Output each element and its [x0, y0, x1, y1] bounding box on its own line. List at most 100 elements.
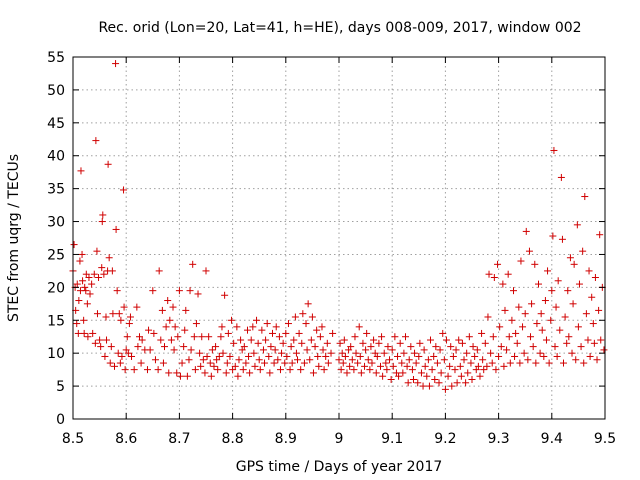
data-point — [134, 343, 142, 351]
data-point — [288, 359, 296, 367]
data-point — [240, 343, 248, 351]
data-point — [400, 349, 408, 357]
data-point — [205, 333, 213, 341]
data-point — [484, 313, 492, 321]
x-tick-label: 8.5 — [62, 431, 84, 447]
data-point — [294, 356, 302, 364]
data-point — [167, 336, 175, 344]
data-point — [282, 329, 290, 337]
data-point — [556, 326, 564, 334]
data-point — [506, 359, 514, 367]
data-point — [378, 333, 386, 341]
data-point — [469, 343, 477, 351]
data-point — [414, 379, 422, 387]
data-point — [465, 333, 473, 341]
data-point — [398, 359, 406, 367]
data-point — [553, 352, 561, 360]
data-point — [161, 343, 169, 351]
data-point — [113, 287, 121, 295]
data-point — [424, 356, 432, 364]
data-point — [435, 379, 443, 387]
data-point — [101, 352, 109, 360]
data-point — [473, 346, 481, 354]
data-point — [548, 287, 556, 295]
y-tick-label: 45 — [47, 116, 65, 132]
grid-lines — [73, 57, 605, 419]
x-tick-label: 9.4 — [541, 431, 563, 447]
data-points — [69, 60, 608, 393]
data-point — [110, 362, 118, 370]
data-point — [108, 267, 116, 275]
data-point — [185, 356, 193, 364]
data-point — [533, 320, 541, 328]
data-point — [500, 362, 508, 370]
data-point — [189, 260, 197, 268]
data-point — [521, 310, 529, 318]
data-point — [300, 359, 308, 367]
data-point — [442, 336, 450, 344]
data-point — [481, 339, 489, 347]
data-point — [329, 329, 337, 337]
data-point — [540, 352, 548, 360]
data-point — [226, 352, 234, 360]
data-point — [319, 346, 327, 354]
data-point — [447, 343, 455, 351]
data-point — [471, 352, 479, 360]
data-point — [544, 267, 552, 275]
data-point — [143, 366, 151, 374]
data-point — [279, 339, 287, 347]
data-point — [582, 310, 590, 318]
data-point — [416, 339, 424, 347]
data-point — [256, 366, 264, 374]
data-point — [254, 339, 262, 347]
data-point — [262, 336, 270, 344]
data-point — [299, 310, 307, 318]
data-point — [283, 352, 291, 360]
data-point — [372, 369, 380, 377]
y-tick-label: 5 — [56, 379, 65, 395]
data-point — [274, 356, 282, 364]
data-point — [388, 346, 396, 354]
data-point — [259, 346, 267, 354]
data-point — [574, 323, 582, 331]
data-point — [233, 323, 241, 331]
data-point — [116, 359, 124, 367]
y-tick-label: 35 — [47, 182, 65, 198]
data-point — [96, 336, 104, 344]
data-point — [338, 349, 346, 357]
data-point — [433, 359, 441, 367]
data-point — [488, 359, 496, 367]
data-point — [449, 352, 457, 360]
data-point — [423, 372, 431, 380]
data-point — [346, 362, 354, 370]
data-point — [123, 333, 131, 341]
data-point — [73, 320, 81, 328]
data-point — [255, 356, 263, 364]
data-point — [516, 359, 524, 367]
data-point — [102, 313, 110, 321]
data-point — [455, 336, 463, 344]
data-point — [186, 287, 194, 295]
data-point — [361, 362, 369, 370]
data-point — [89, 329, 97, 337]
data-point — [525, 247, 533, 255]
data-point — [80, 316, 88, 324]
chart-title: Rec. orid (Lon=20, Lat=41, h=HE), days 0… — [98, 20, 581, 36]
data-point — [387, 376, 395, 384]
data-point — [415, 352, 423, 360]
data-point — [585, 267, 593, 275]
data-point — [363, 329, 371, 337]
data-point — [302, 320, 310, 328]
x-tick-label: 8.6 — [115, 431, 137, 447]
axis-ticks: 8.5 8.6 8.7 8.8 8.9 9 9.1 9.2 9.3 9.4 9.5 0 5 10 15 20 2… — [47, 50, 616, 447]
data-point — [181, 326, 189, 334]
data-point — [128, 352, 136, 360]
data-point — [104, 160, 112, 168]
data-point — [291, 313, 299, 321]
y-tick-label: 10 — [47, 346, 65, 362]
data-point — [492, 366, 500, 374]
data-point — [408, 366, 416, 374]
data-point — [427, 336, 435, 344]
data-point — [93, 247, 101, 255]
data-point — [419, 382, 427, 390]
